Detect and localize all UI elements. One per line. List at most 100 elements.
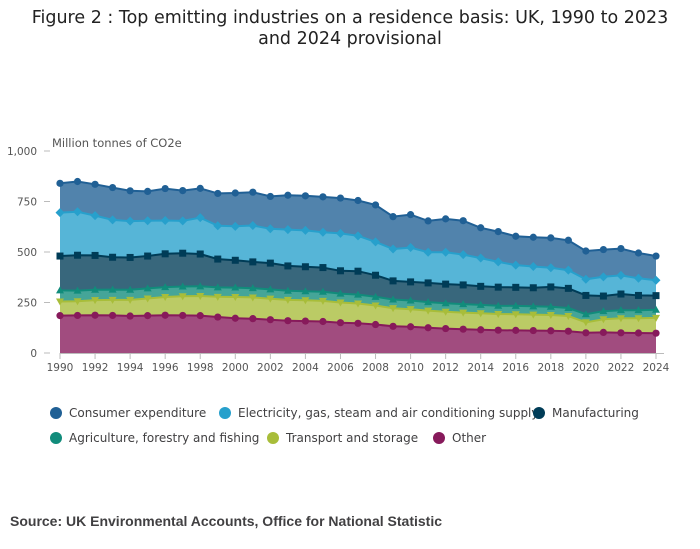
data-point (196, 184, 204, 192)
data-point (599, 245, 608, 254)
area-transport-and-storage (60, 296, 656, 334)
y-tick-label: 0 (30, 348, 37, 360)
data-point (284, 317, 292, 325)
legend-item-agriculture[interactable]: Agriculture, forestry and fishing (50, 431, 259, 445)
data-point (442, 215, 450, 223)
data-point (214, 313, 222, 321)
legend-label: Electricity, gas, steam and air conditio… (238, 406, 539, 420)
data-point (652, 292, 660, 300)
data-point (598, 272, 608, 282)
data-point (388, 244, 398, 254)
data-point (231, 314, 239, 322)
legend-item-consumer-expenditure[interactable]: Consumer expenditure (50, 406, 206, 420)
data-point (161, 311, 169, 319)
legend-item-electricity[interactable]: Electricity, gas, steam and air conditio… (219, 406, 539, 420)
x-tick-label: 2022 (608, 362, 635, 374)
data-point (283, 286, 292, 294)
data-point (529, 233, 537, 241)
data-point (564, 303, 573, 311)
legend-item-transport[interactable]: Transport and storage (267, 431, 418, 445)
data-point (511, 260, 521, 270)
data-point (634, 291, 642, 299)
y-tick-label: 1,000 (7, 146, 37, 158)
data-point (651, 275, 661, 285)
data-point (231, 189, 239, 197)
data-point (214, 189, 222, 198)
data-point (126, 187, 134, 195)
x-tick-label: 2002 (257, 362, 284, 374)
data-point (512, 283, 520, 291)
data-point (354, 267, 362, 275)
data-point (371, 292, 380, 300)
data-point (511, 311, 520, 319)
x-tick-label: 2012 (432, 362, 459, 374)
data-point (406, 323, 415, 331)
data-point (318, 297, 327, 305)
data-point (389, 295, 398, 303)
data-point (319, 264, 327, 272)
data-point (230, 221, 240, 231)
data-point (617, 329, 625, 337)
data-point (564, 284, 572, 292)
data-point (73, 298, 82, 306)
y-tick-label: 750 (17, 197, 37, 209)
data-point (301, 297, 310, 305)
legend-swatch-icon (433, 432, 445, 444)
data-point (354, 196, 362, 205)
data-point (494, 227, 502, 236)
area-consumer-expenditure (60, 181, 656, 281)
data-point (266, 285, 275, 293)
data-point (511, 301, 520, 309)
data-point (547, 283, 555, 291)
data-point (372, 271, 380, 279)
data-point (546, 302, 555, 310)
data-point (196, 293, 205, 301)
data-point (336, 289, 345, 297)
data-point (336, 319, 345, 327)
legend-item-manufacturing[interactable]: Manufacturing (533, 406, 639, 420)
x-tick-label: 2006 (327, 362, 354, 374)
data-point (424, 307, 433, 315)
x-tick-label: 2008 (362, 362, 389, 374)
data-point (178, 293, 187, 301)
data-point (266, 316, 274, 324)
data-point (371, 302, 380, 310)
data-point (301, 192, 310, 200)
data-point (494, 283, 502, 291)
area-other (60, 315, 656, 353)
data-point (144, 312, 152, 320)
data-point (423, 247, 433, 257)
data-point (407, 278, 415, 286)
data-point (546, 263, 556, 273)
data-point (406, 243, 416, 253)
data-point (335, 228, 345, 238)
legend-label: Consumer expenditure (69, 406, 207, 420)
data-point (143, 284, 152, 292)
data-point (442, 324, 450, 333)
data-point (406, 211, 415, 219)
data-point (493, 257, 503, 267)
source-note: Source: UK Environmental Accounts, Offic… (10, 513, 442, 529)
data-point (459, 309, 468, 317)
data-point (213, 221, 223, 231)
data-point (196, 282, 205, 290)
data-point (161, 250, 169, 258)
data-point (424, 217, 432, 225)
x-tick-label: 1998 (187, 362, 214, 374)
legend-item-other[interactable]: Other (433, 431, 486, 445)
data-point (582, 247, 590, 255)
legend-swatch-icon (50, 432, 62, 444)
data-point (336, 299, 345, 307)
data-point (266, 192, 274, 201)
data-point (161, 294, 170, 302)
data-point (108, 311, 117, 320)
data-point (406, 306, 415, 314)
data-point (265, 224, 275, 234)
data-point (108, 296, 117, 304)
data-point (389, 277, 397, 285)
data-point (91, 311, 99, 319)
data-point (195, 213, 205, 223)
data-point (283, 296, 292, 304)
data-point (389, 213, 397, 221)
data-point (494, 326, 502, 334)
